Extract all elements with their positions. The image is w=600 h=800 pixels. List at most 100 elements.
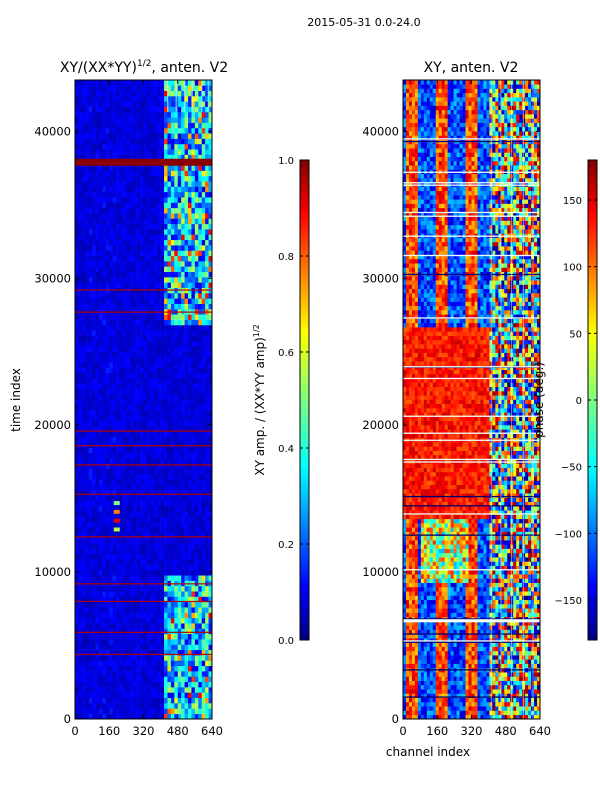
heatmap-cell: [181, 708, 185, 714]
heatmap-cell: [194, 687, 199, 693]
heatmap-cell: [75, 458, 79, 464]
heatmap-cell: [208, 559, 213, 565]
heatmap-cell: [85, 170, 89, 177]
heatmap-cell: [140, 490, 144, 496]
heatmap-cell: [143, 266, 148, 273]
heatmap-cell: [170, 420, 175, 427]
heatmap-cell: [177, 314, 182, 320]
heatmap-cell: [75, 527, 79, 533]
heatmap-cell: [177, 703, 182, 709]
heatmap-cell: [116, 474, 120, 480]
heatmap-cell: [105, 671, 110, 677]
heatmap-cell: [98, 516, 103, 523]
heatmap-cell: [153, 223, 158, 230]
heatmap-cell: [181, 197, 185, 203]
heatmap-cell: [119, 133, 124, 139]
heatmap-cell: [129, 181, 134, 187]
heatmap-cell: [119, 436, 124, 443]
heatmap-cell: [157, 207, 161, 214]
heatmap-cell: [136, 490, 141, 496]
heatmap-cell: [477, 714, 481, 720]
heatmap-cell: [177, 383, 182, 390]
heatmap-cell: [88, 532, 93, 539]
heatmap-cell: [88, 261, 93, 267]
heatmap-cell: [102, 250, 107, 257]
heatmap-cell: [181, 202, 185, 209]
heatmap-cell: [188, 362, 192, 368]
heatmap-cell: [92, 479, 96, 486]
heatmap-cell: [85, 149, 89, 155]
heatmap-cell: [150, 127, 155, 134]
heatmap-cell: [95, 170, 100, 177]
colorbar-tick-label: 0.0: [278, 636, 294, 647]
heatmap-cell: [150, 463, 155, 470]
heatmap-cell: [109, 122, 113, 129]
heatmap-cell: [85, 319, 89, 326]
heatmap-cell: [105, 80, 110, 86]
heatmap-cell: [95, 703, 100, 709]
heatmap-cell: [92, 676, 96, 683]
heatmap-cell: [198, 367, 203, 374]
x-tick-label: 0: [71, 724, 78, 738]
heatmap-cell: [198, 463, 203, 470]
heatmap-cell: [160, 681, 165, 688]
heatmap-cell: [102, 197, 107, 203]
heatmap-cell: [177, 639, 182, 645]
heatmap-cell: [423, 706, 428, 711]
heatmap-cell: [95, 356, 100, 363]
heatmap-cell: [143, 298, 148, 304]
heatmap-cell: [160, 537, 165, 544]
heatmap-cell: [160, 601, 165, 608]
heatmap-cell: [143, 426, 148, 432]
heatmap-cell: [157, 564, 161, 571]
heatmap-cell: [191, 426, 196, 432]
heatmap-cell: [92, 186, 96, 193]
heatmap-cell: [75, 426, 79, 432]
heatmap-cell: [160, 442, 165, 448]
heatmap-cell: [92, 277, 96, 283]
heatmap-cell: [81, 585, 86, 592]
heatmap-cell: [167, 80, 172, 86]
heatmap-cell: [181, 356, 185, 363]
heatmap-cell: [109, 303, 113, 310]
heatmap-cell: [170, 639, 175, 645]
heatmap-cell: [136, 127, 141, 134]
heatmap-cell: [408, 714, 413, 720]
heatmap-cell: [122, 362, 127, 368]
heatmap-cell: [181, 447, 185, 454]
heatmap-cell: [191, 474, 196, 480]
heatmap-cell: [198, 372, 203, 379]
heatmap-cell: [109, 575, 113, 581]
heatmap-cell: [102, 644, 107, 651]
heatmap-cell: [88, 314, 93, 320]
heatmap-cell: [170, 95, 175, 102]
heatmap-cell: [201, 527, 206, 533]
heatmap-cell: [201, 649, 206, 656]
heatmap-cell: [146, 218, 151, 225]
heatmap-cell: [205, 649, 209, 656]
heatmap-cell: [157, 665, 161, 672]
heatmap-cell: [136, 628, 141, 635]
heatmap-cell: [188, 452, 192, 459]
heatmap-cell: [181, 426, 185, 432]
heatmap-cell: [98, 90, 103, 97]
heatmap-cell: [143, 335, 148, 342]
heatmap-cell: [157, 431, 161, 438]
heatmap-cell: [177, 207, 182, 214]
heatmap-cell: [198, 165, 203, 171]
heatmap-cell: [170, 543, 175, 549]
heatmap-cell: [81, 175, 86, 182]
heatmap-cell: [174, 644, 179, 651]
heatmap-cell: [167, 218, 172, 225]
heatmap-cell: [95, 154, 100, 161]
heatmap-cell: [136, 548, 141, 555]
heatmap-cell: [164, 388, 168, 395]
heatmap-cell: [140, 356, 144, 363]
heatmap-cell: [146, 495, 151, 501]
heatmap-cell: [85, 447, 89, 454]
heatmap-cell: [150, 532, 155, 539]
heatmap-cell: [184, 532, 189, 539]
heatmap-cell: [143, 516, 148, 523]
heatmap-cell: [136, 293, 141, 299]
heatmap-cell: [116, 601, 120, 608]
